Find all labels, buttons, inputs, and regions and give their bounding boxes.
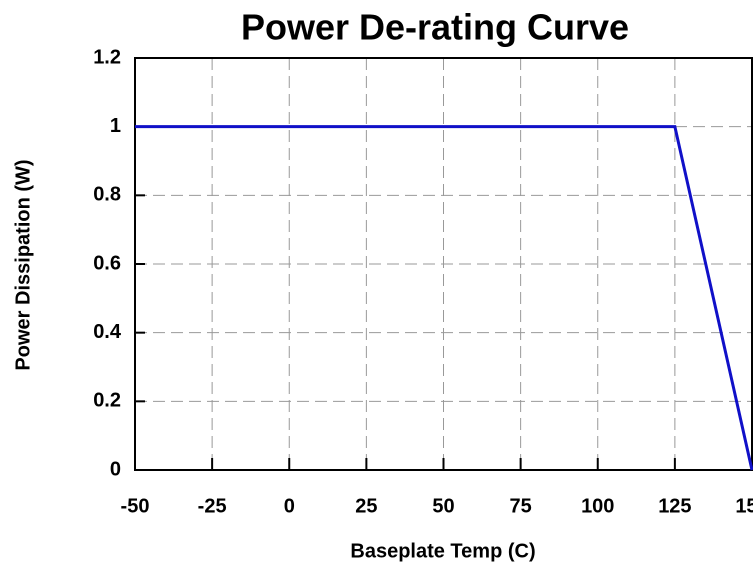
x-tick-label: -25: [198, 495, 227, 517]
x-tick-label: 25: [355, 495, 377, 517]
x-tick-label: 150: [735, 495, 753, 517]
y-tick-label: 0.4: [93, 321, 122, 343]
y-tick-label: 1: [110, 115, 121, 137]
y-tick-label: 1.2: [93, 46, 121, 68]
y-tick-label: 0.2: [93, 390, 121, 412]
plot-frame: [134, 57, 753, 471]
chart-title: Power De-rating Curve: [241, 7, 629, 48]
y-tick-label: 0.6: [93, 252, 121, 274]
x-axis-title: Baseplate Temp (C): [350, 540, 535, 562]
x-tick-label: 100: [581, 495, 614, 517]
x-tick-label: 0: [284, 495, 295, 517]
y-axis-title: Power Dissipation (W): [12, 159, 34, 370]
x-tick-label: 75: [510, 495, 532, 517]
y-tick-label: 0.8: [93, 184, 121, 206]
data-line: [135, 125, 753, 471]
x-tick-label: 125: [658, 495, 691, 517]
x-tick-label: 50: [432, 495, 454, 517]
x-tick-label: -50: [121, 495, 150, 517]
y-tick-label: 0: [110, 458, 121, 480]
